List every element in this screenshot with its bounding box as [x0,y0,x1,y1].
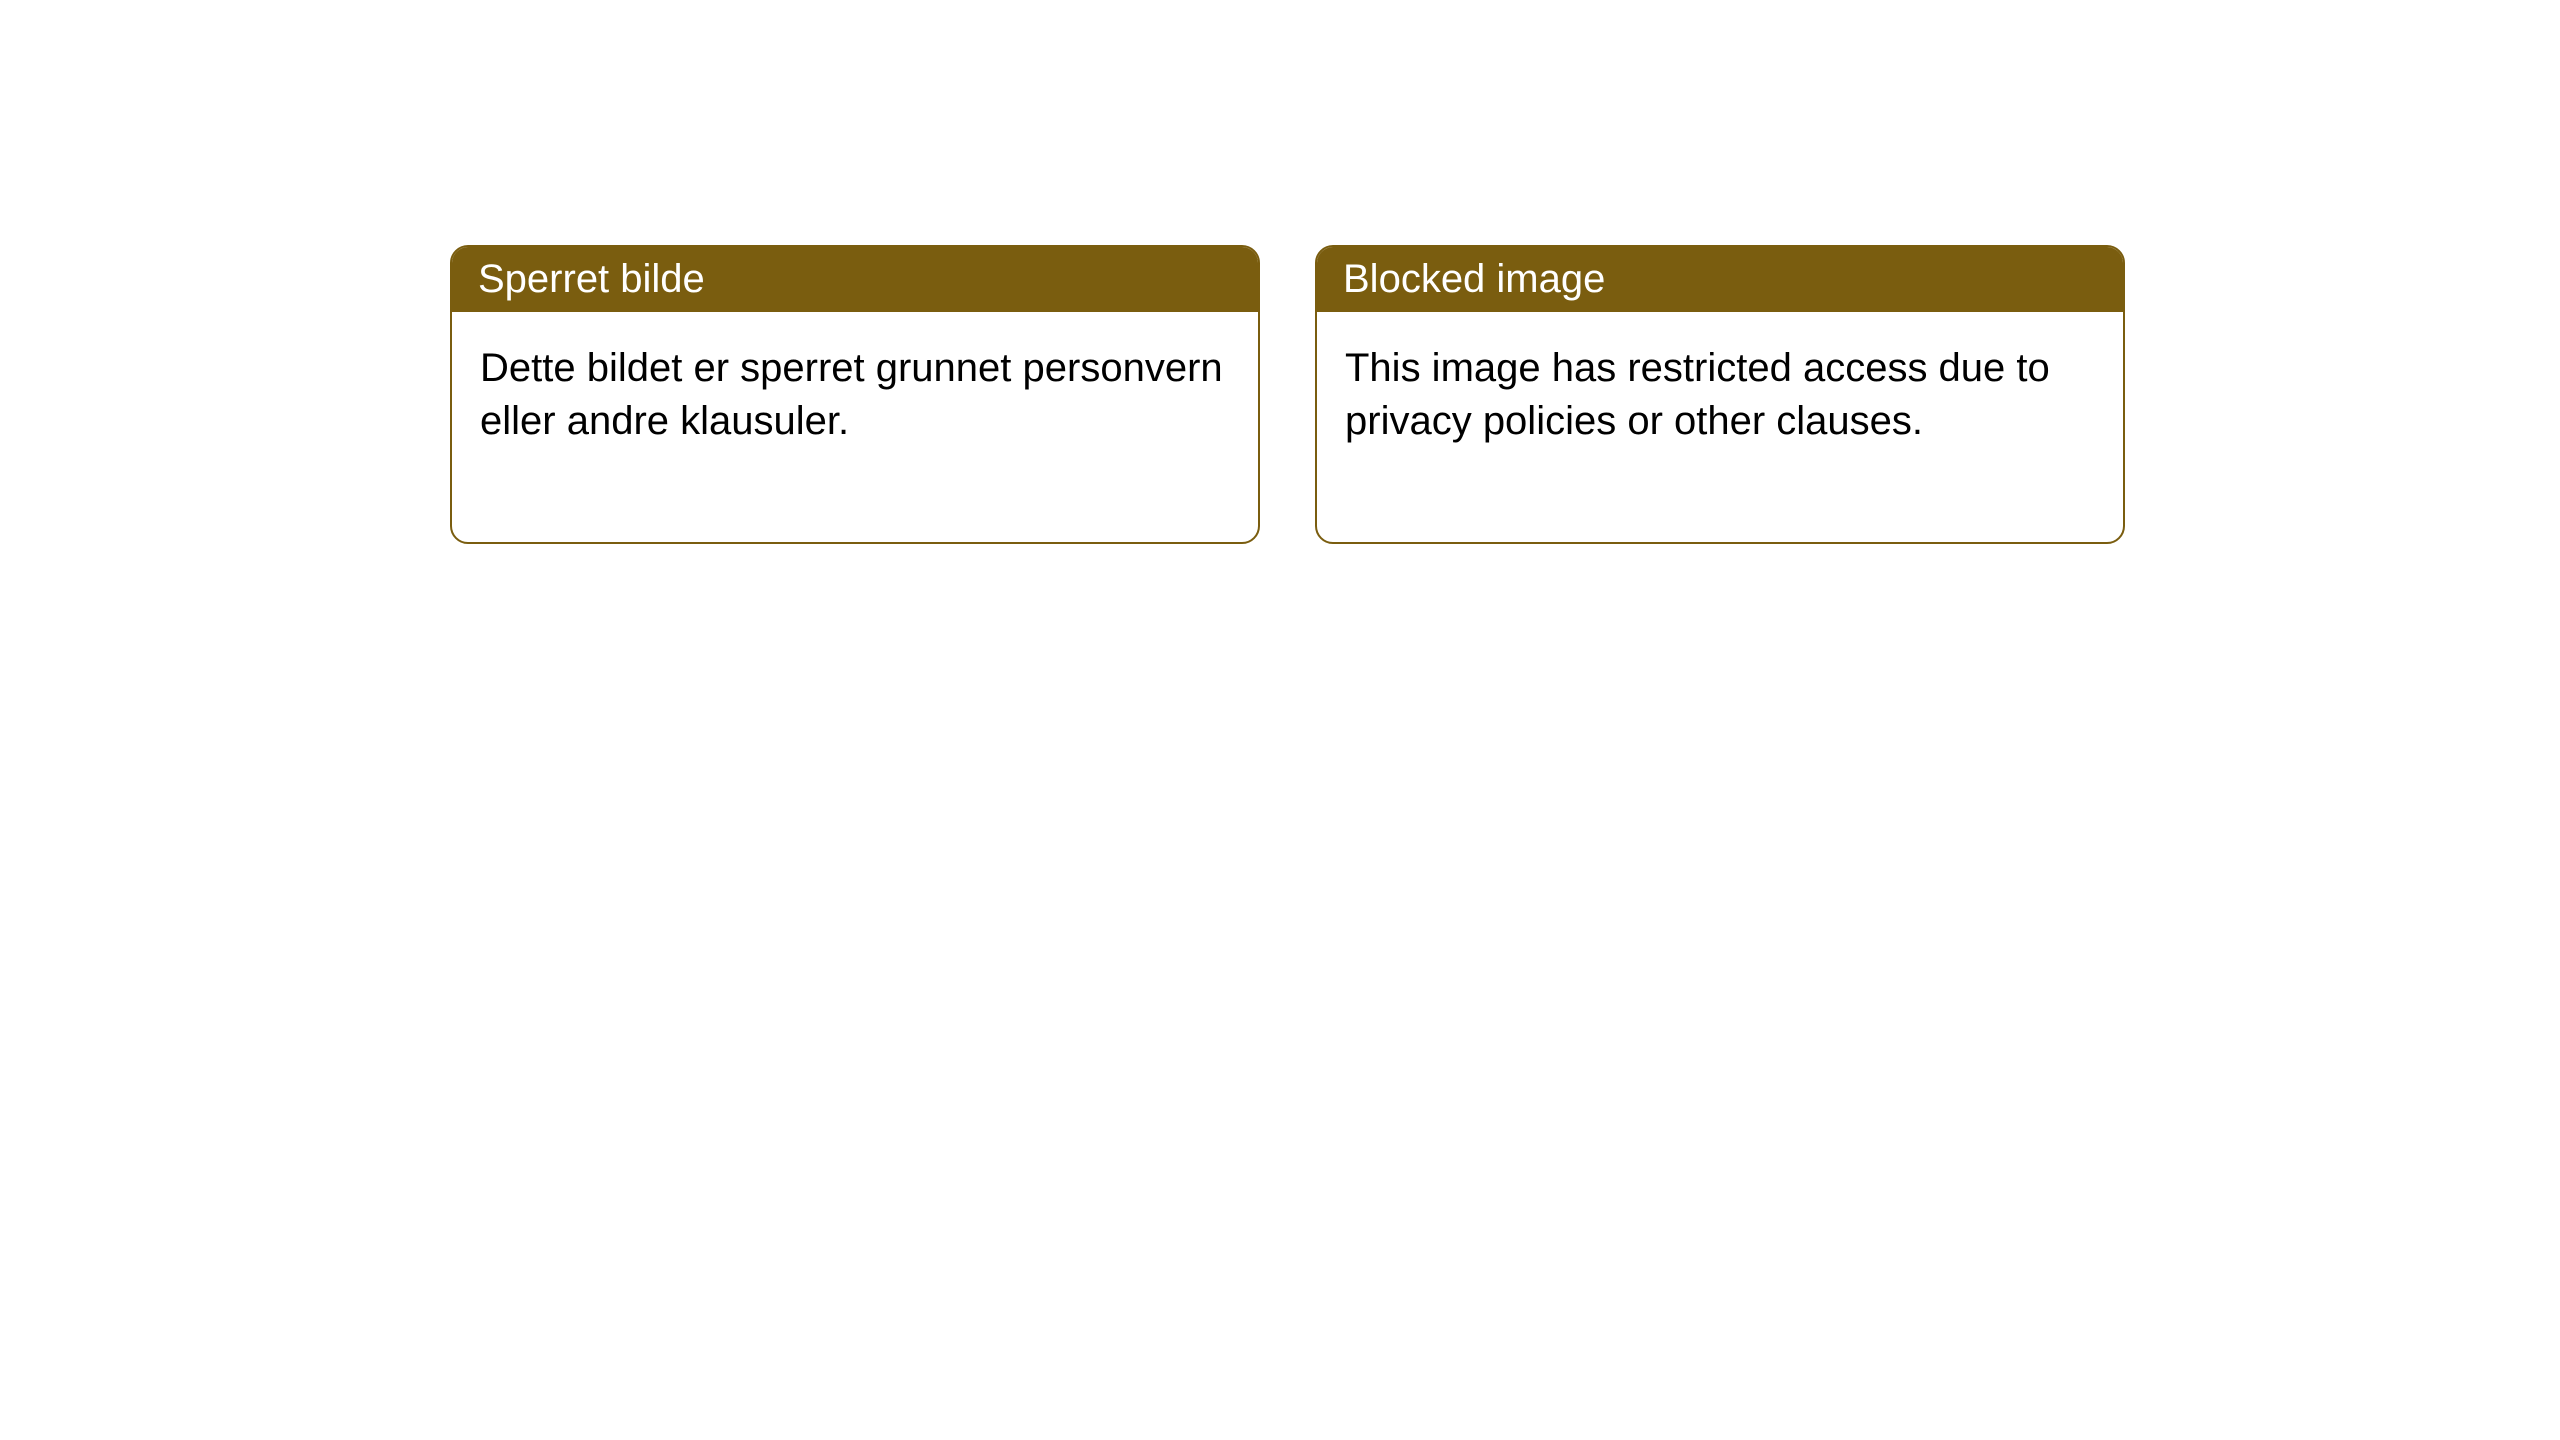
card-title: Blocked image [1343,257,1605,301]
notice-card-english: Blocked image This image has restricted … [1315,245,2125,544]
card-body: This image has restricted access due to … [1317,312,2123,542]
card-header: Blocked image [1317,247,2123,312]
notice-card-norwegian: Sperret bilde Dette bildet er sperret gr… [450,245,1260,544]
notice-container: Sperret bilde Dette bildet er sperret gr… [0,0,2560,544]
card-body: Dette bildet er sperret grunnet personve… [452,312,1258,542]
card-body-text: Dette bildet er sperret grunnet personve… [480,346,1223,443]
card-title: Sperret bilde [478,257,705,301]
card-body-text: This image has restricted access due to … [1345,346,2050,443]
card-header: Sperret bilde [452,247,1258,312]
